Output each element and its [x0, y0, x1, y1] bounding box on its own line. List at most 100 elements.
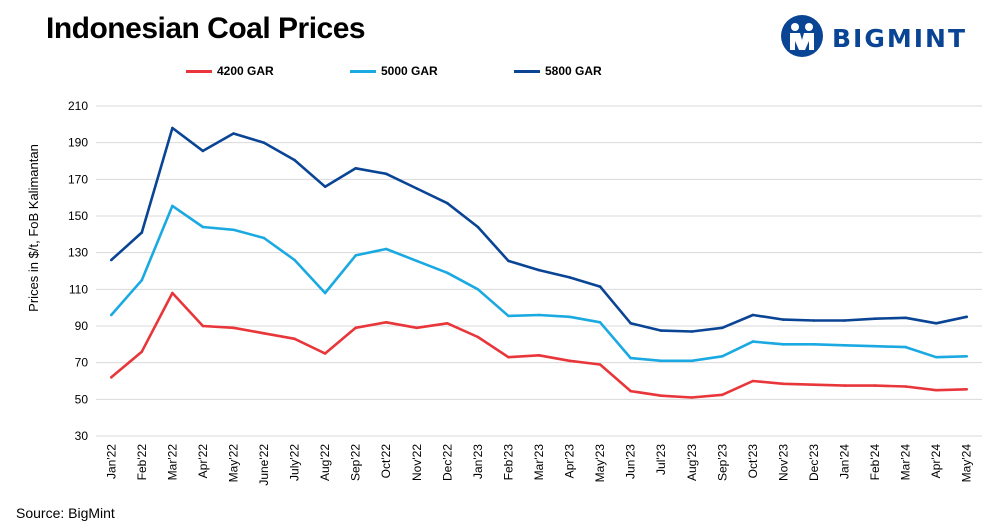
data-point	[659, 394, 663, 397]
x-tick-label: Jun'23	[624, 444, 638, 479]
x-tick-label: Sep'22	[349, 444, 363, 481]
x-tick-label: June'22	[257, 444, 271, 486]
data-point	[751, 379, 755, 383]
data-point	[598, 321, 602, 324]
data-point	[843, 319, 846, 322]
x-tick-label: Feb'23	[501, 444, 515, 481]
x-tick-label: Nov'22	[410, 444, 424, 481]
data-point	[384, 172, 388, 176]
series-line	[110, 204, 967, 363]
legend-label-5000: 5000 GAR	[381, 64, 438, 78]
bigmint-logo-icon	[781, 15, 823, 57]
data-point	[384, 247, 388, 251]
x-tick-label: Mar'24	[899, 444, 913, 481]
data-point	[568, 315, 571, 319]
data-point	[537, 354, 541, 357]
y-tick-label: 190	[68, 136, 88, 150]
data-point	[782, 343, 785, 346]
series-lines	[109, 126, 969, 399]
data-point	[721, 393, 724, 397]
data-point	[354, 254, 357, 257]
bigmint-logo: BIGMINT	[780, 14, 995, 58]
data-point	[446, 271, 449, 275]
data-point	[140, 350, 144, 353]
data-point	[262, 236, 266, 240]
data-point	[201, 324, 205, 328]
data-point	[537, 268, 541, 272]
y-tick-label: 210	[68, 99, 88, 113]
series-line	[110, 126, 967, 333]
data-point	[721, 354, 724, 358]
x-tick-label: Jan'24	[838, 444, 852, 479]
data-point	[904, 316, 907, 320]
x-tick-label: Feb'22	[135, 444, 149, 481]
x-tick-label: Jan'23	[471, 444, 485, 479]
data-point	[323, 291, 327, 295]
x-tick-label: Mar'22	[165, 444, 179, 481]
data-point	[354, 167, 357, 170]
data-point	[690, 330, 694, 333]
x-tick-label: Jul'23	[654, 444, 668, 475]
data-point	[476, 288, 480, 291]
data-point	[873, 317, 877, 320]
brand-name: BIGMINT	[832, 24, 968, 53]
x-tick-label: Apr'22	[196, 444, 210, 479]
data-point	[384, 321, 388, 324]
data-point	[415, 187, 419, 190]
x-tick-label: May'23	[593, 444, 607, 483]
data-point	[904, 385, 907, 388]
data-point	[507, 355, 510, 359]
data-point	[446, 321, 449, 325]
legend-swatch-5000	[350, 69, 376, 73]
source-note: Source: BigMint	[16, 505, 115, 521]
data-point	[751, 340, 755, 343]
data-point	[262, 141, 266, 144]
series-5800-gar	[109, 126, 969, 333]
data-point	[782, 382, 785, 386]
data-point	[323, 185, 327, 188]
data-point	[232, 228, 235, 232]
x-tick-label: May'24	[960, 444, 974, 483]
data-point	[965, 315, 969, 319]
data-point	[293, 258, 296, 262]
data-point	[171, 126, 174, 130]
data-point	[109, 258, 113, 262]
x-tick-label: Aug'23	[685, 444, 699, 481]
chart-legend: 4200 GAR 5000 GAR 5800 GAR	[0, 64, 1006, 84]
y-tick-label: 130	[68, 246, 88, 260]
legend-swatch-5800	[514, 69, 540, 73]
data-point	[629, 389, 632, 393]
data-point	[476, 225, 480, 229]
x-tick-label: Jan'22	[104, 444, 118, 479]
data-point	[934, 321, 938, 325]
x-tick-label: Dec'22	[440, 444, 454, 481]
y-axis-ticks: 30 50 70 90 110 130 150 170 190 210	[68, 99, 88, 443]
grid-lines	[96, 105, 982, 437]
data-point	[293, 337, 296, 341]
data-point	[171, 291, 174, 295]
data-point	[109, 376, 113, 379]
data-point	[232, 326, 235, 330]
data-point	[904, 345, 907, 349]
y-tick-label: 90	[75, 319, 89, 333]
data-point	[843, 343, 846, 347]
data-point	[690, 396, 694, 399]
y-tick-label: 110	[69, 282, 88, 296]
data-point	[507, 259, 510, 263]
data-point	[812, 319, 816, 322]
data-point	[751, 313, 755, 317]
data-point	[629, 321, 632, 325]
data-point	[812, 343, 816, 346]
data-point	[873, 344, 877, 348]
x-tick-label: May'22	[226, 444, 240, 483]
data-point	[629, 356, 632, 360]
y-axis-label: Prices in $/t, FoB Kalimantan	[26, 144, 41, 312]
data-point	[568, 276, 571, 279]
data-point	[934, 388, 938, 392]
data-point	[659, 359, 663, 363]
y-tick-label: 170	[68, 172, 88, 186]
data-point	[659, 329, 663, 332]
y-tick-label: 50	[75, 392, 89, 406]
data-point	[415, 259, 419, 263]
data-point	[507, 314, 510, 318]
